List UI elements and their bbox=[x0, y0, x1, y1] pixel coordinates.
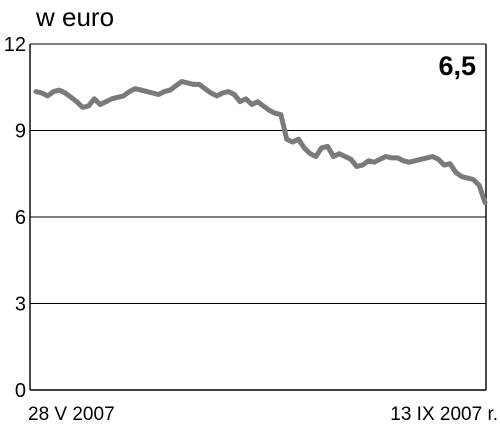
series-line-0 bbox=[33, 79, 488, 206]
grid-lines bbox=[30, 43, 486, 391]
y-tick-labels: 12 9 6 3 0 bbox=[4, 34, 26, 402]
series-group bbox=[33, 79, 488, 206]
last-value-label: 6,5 bbox=[438, 51, 476, 81]
y-tick-label: 3 bbox=[15, 294, 26, 316]
x-axis-end-label: 13 IX 2007 r. bbox=[390, 404, 498, 425]
y-tick-label: 0 bbox=[15, 380, 26, 402]
unit-label: w euro bbox=[35, 2, 114, 32]
y-tick-label: 12 bbox=[4, 34, 26, 56]
x-axis-start-label: 28 V 2007 bbox=[28, 404, 115, 425]
y-tick-label: 9 bbox=[15, 121, 26, 143]
y-tick-label: 6 bbox=[15, 207, 26, 229]
